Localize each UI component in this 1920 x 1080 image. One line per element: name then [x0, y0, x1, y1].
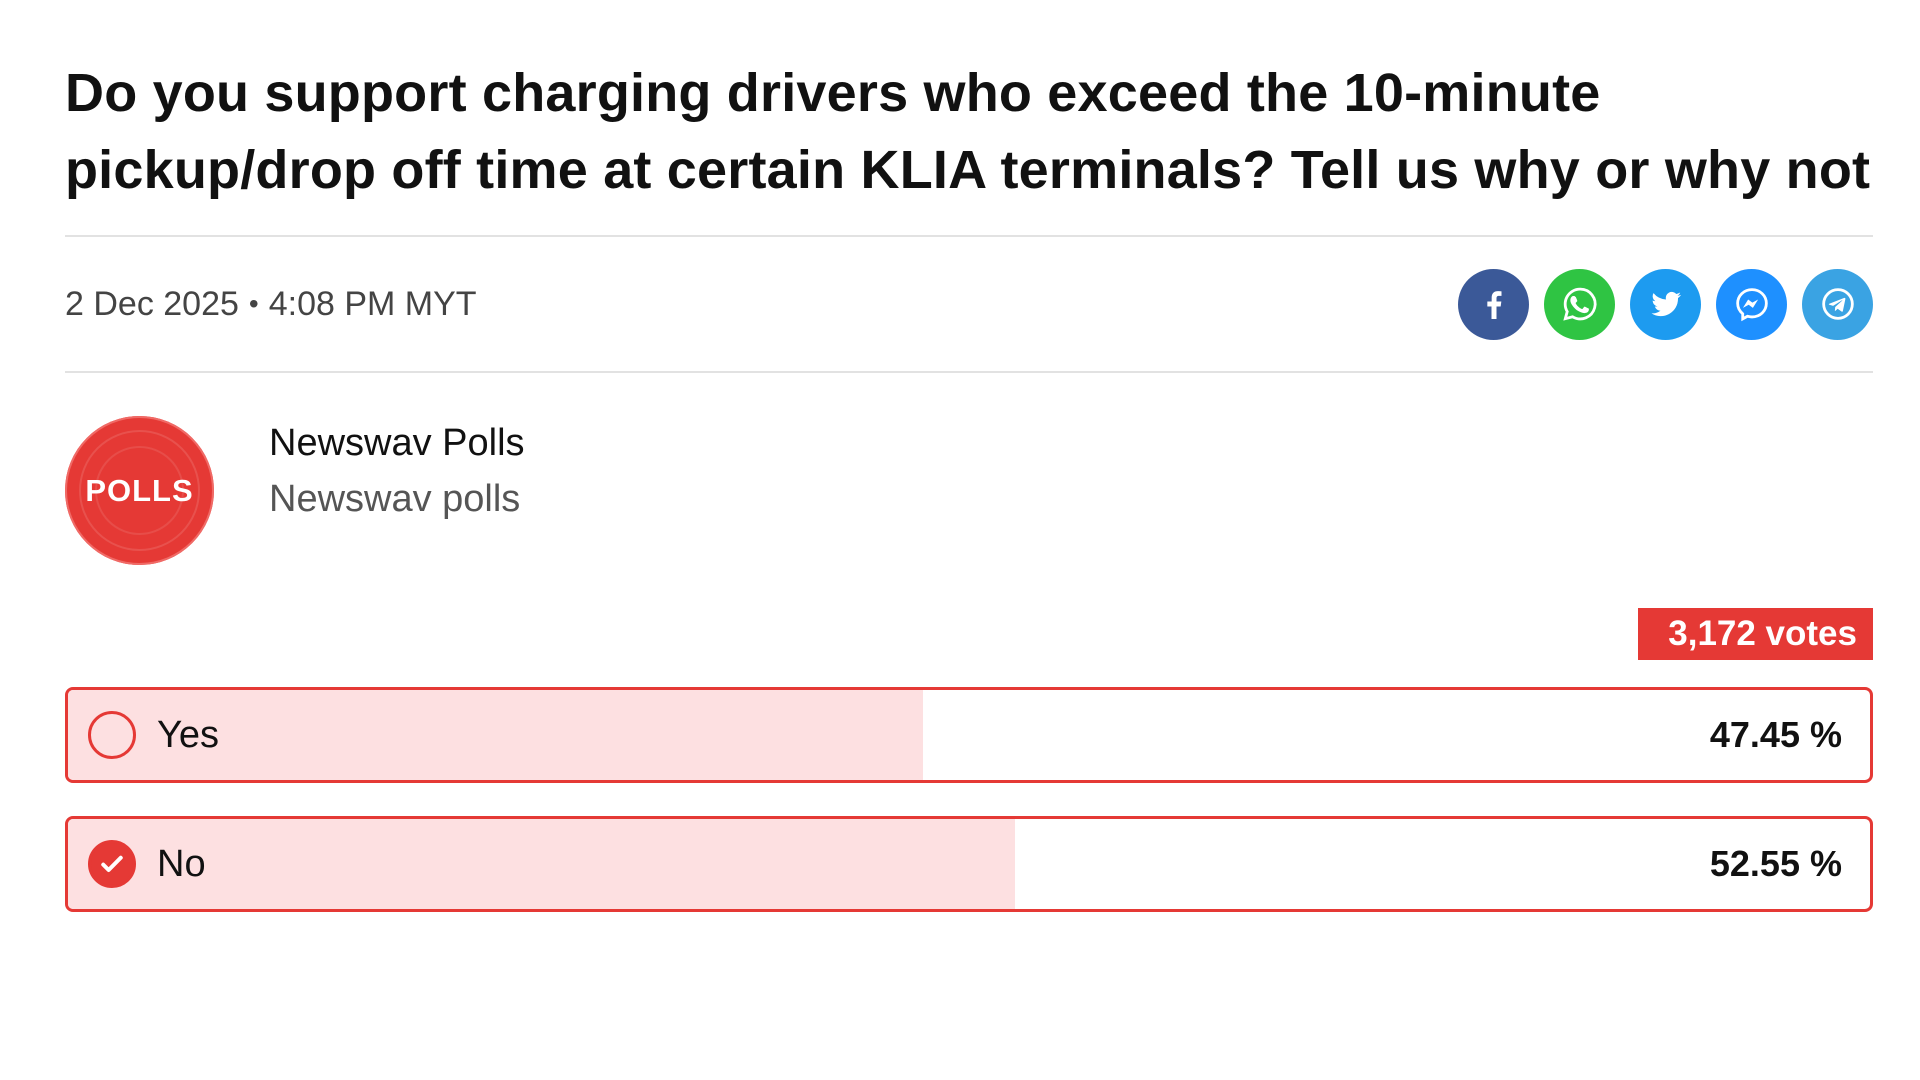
- separator-dot: •: [248, 288, 259, 319]
- facebook-icon: [1486, 291, 1501, 319]
- twitter-share-button[interactable]: [1630, 268, 1701, 340]
- whatsapp-icon: [1562, 287, 1597, 321]
- check-glyph-icon: [101, 855, 123, 872]
- facebook-share-button[interactable]: [1458, 268, 1529, 340]
- option-percent: 47.45 %: [1709, 714, 1842, 755]
- poll-option-yes[interactable]: Yes 47.45 %: [65, 687, 1873, 783]
- author-subtitle: Newswav polls: [269, 478, 521, 520]
- messenger-icon: [1735, 288, 1768, 322]
- messenger-share-button[interactable]: [1716, 268, 1787, 340]
- option-content: No 52.55 %: [68, 819, 1870, 909]
- share-buttons: [1458, 268, 1873, 340]
- checkmark-icon[interactable]: [88, 840, 136, 888]
- divider: [65, 371, 1873, 373]
- author-info: Newswav Polls Newswav polls: [269, 416, 525, 528]
- avatar[interactable]: POLLS: [65, 416, 214, 565]
- poll-question: Do you support charging drivers who exce…: [65, 63, 1871, 200]
- option-result-bar: [68, 690, 924, 780]
- option-label: No: [157, 842, 206, 885]
- telegram-icon: [1821, 288, 1854, 320]
- option-percent: 52.55 %: [1709, 843, 1842, 884]
- poll-option-no[interactable]: No 52.55 %: [65, 816, 1873, 912]
- vote-count-badge: 3,172 votes: [1638, 608, 1873, 660]
- post-timestamp: 2 Dec 2025 • 4:08 PM MYT: [65, 285, 477, 324]
- poll-page: Do you support charging drivers who exce…: [65, 55, 1873, 912]
- author-name[interactable]: Newswav Polls: [269, 422, 525, 464]
- meta-row: 2 Dec 2025 • 4:08 PM MYT: [65, 237, 1873, 371]
- option-label: Yes: [157, 713, 219, 756]
- whatsapp-share-button[interactable]: [1544, 268, 1615, 340]
- divider: [65, 235, 1873, 237]
- option-content: Yes 47.45 %: [68, 690, 1870, 780]
- avatar-logo-text: POLLS: [85, 472, 194, 508]
- option-result-bar: [68, 819, 1015, 909]
- author-row: POLLS Newswav Polls Newswav polls: [65, 416, 1873, 565]
- post-date: 2 Dec 2025: [65, 284, 239, 323]
- post-time: 4:08 PM MYT: [268, 284, 477, 323]
- telegram-share-button[interactable]: [1802, 268, 1873, 340]
- twitter-icon: [1651, 291, 1681, 317]
- radio-unchecked-icon[interactable]: [88, 711, 136, 759]
- votes-row: 3,172 votes: [65, 608, 1873, 660]
